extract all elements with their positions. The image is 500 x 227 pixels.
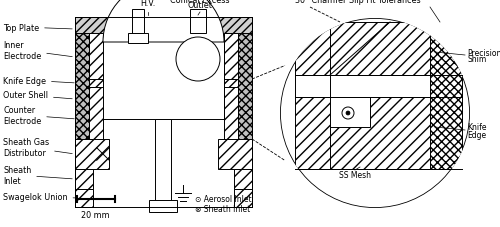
Text: Slip Fit Tolerances: Slip Fit Tolerances xyxy=(349,0,421,5)
Circle shape xyxy=(89,81,95,87)
Bar xyxy=(330,98,430,169)
Circle shape xyxy=(89,132,95,138)
Text: Conical Excess: Conical Excess xyxy=(170,0,230,5)
Bar xyxy=(75,189,93,207)
Bar xyxy=(149,200,177,212)
Text: Counter
Electrode: Counter Electrode xyxy=(3,106,74,125)
Bar xyxy=(89,88,103,139)
Circle shape xyxy=(280,19,470,208)
Text: Edge: Edge xyxy=(467,130,486,139)
Bar xyxy=(330,76,430,98)
Circle shape xyxy=(232,132,238,138)
Bar xyxy=(295,23,330,169)
Circle shape xyxy=(89,170,95,176)
Bar xyxy=(234,169,252,189)
Text: Swagelok Union: Swagelok Union xyxy=(3,193,77,202)
Circle shape xyxy=(346,111,350,116)
Text: H.V.: H.V. xyxy=(140,0,156,8)
Text: Knife Edge: Knife Edge xyxy=(3,76,74,85)
Bar xyxy=(132,10,144,34)
Bar xyxy=(128,34,148,44)
Bar xyxy=(190,10,206,34)
Bar xyxy=(75,34,89,207)
Text: Top Plate: Top Plate xyxy=(3,23,72,32)
Text: ⊙ Aerosol Inlet: ⊙ Aerosol Inlet xyxy=(195,195,252,204)
Circle shape xyxy=(342,108,354,119)
Text: 30° Chamfer: 30° Chamfer xyxy=(295,0,346,5)
Bar xyxy=(224,34,238,80)
Wedge shape xyxy=(103,0,224,43)
Bar xyxy=(152,212,174,221)
Text: Sheath Gas
Distributor: Sheath Gas Distributor xyxy=(3,138,72,157)
Bar xyxy=(218,139,252,169)
Bar xyxy=(295,76,330,98)
Circle shape xyxy=(89,34,95,40)
Bar xyxy=(89,80,107,88)
Text: Outlet: Outlet xyxy=(188,1,212,10)
Bar xyxy=(75,169,93,189)
Text: Outer Shell: Outer Shell xyxy=(3,91,72,100)
Text: Sheath
Inlet: Sheath Inlet xyxy=(3,165,72,185)
Text: Inner
Electrode: Inner Electrode xyxy=(3,41,72,60)
Bar xyxy=(238,34,252,207)
Circle shape xyxy=(232,81,238,87)
Bar xyxy=(330,98,370,127)
Bar xyxy=(220,80,238,88)
Bar xyxy=(155,119,171,212)
Text: Precision: Precision xyxy=(467,48,500,57)
Bar xyxy=(75,139,109,169)
Text: SS Mesh: SS Mesh xyxy=(339,171,371,180)
Bar xyxy=(330,23,430,76)
Bar xyxy=(234,189,252,207)
Circle shape xyxy=(232,34,238,40)
Text: 20 mm: 20 mm xyxy=(80,211,110,220)
Bar xyxy=(75,18,252,34)
Bar xyxy=(103,43,224,119)
Text: Knife: Knife xyxy=(467,123,486,132)
Text: Shim: Shim xyxy=(467,55,486,64)
Text: ⊗ Sheath Inlet: ⊗ Sheath Inlet xyxy=(195,205,250,214)
Bar xyxy=(89,34,103,80)
Bar xyxy=(224,88,238,139)
Bar xyxy=(430,23,462,169)
Circle shape xyxy=(232,170,238,176)
Circle shape xyxy=(176,38,220,82)
Circle shape xyxy=(94,145,112,163)
